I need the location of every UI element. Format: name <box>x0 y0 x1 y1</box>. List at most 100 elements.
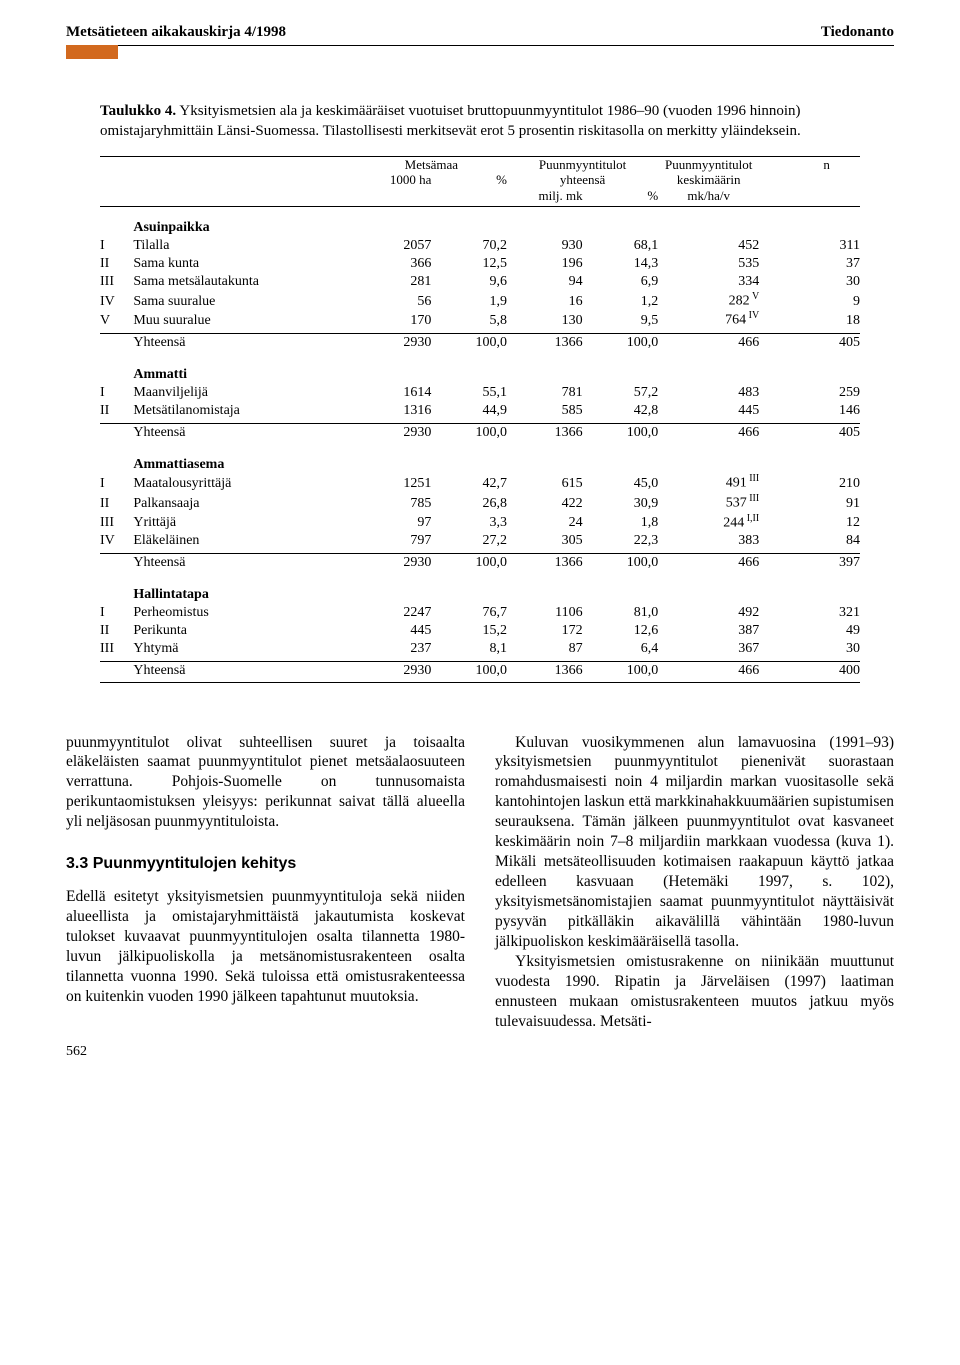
row-label: Maatalousyrittäjä <box>133 473 355 493</box>
row-roman: I <box>100 604 133 622</box>
row-n: 210 <box>793 473 860 493</box>
row-roman: II <box>100 622 133 640</box>
total-spacer <box>100 334 133 354</box>
header-rule <box>66 45 894 46</box>
table-row: IMaanviljelijä161455,178157,2483259 <box>100 384 860 402</box>
row-roman: I <box>100 237 133 255</box>
row-area-pct: 1,9 <box>431 291 507 311</box>
row-area-pct: 42,7 <box>431 473 507 493</box>
row-income-pct: 14,3 <box>583 255 659 273</box>
row-avg: 383 <box>658 532 793 550</box>
para-left-1: puunmyyntitulot olivat suhteellisen suur… <box>66 733 465 833</box>
row-area-pct: 8,1 <box>431 640 507 658</box>
page-number: 562 <box>66 1043 465 1061</box>
row-area: 445 <box>356 622 432 640</box>
table-row: IIPalkansaaja78526,842230,9537 III91 <box>100 493 860 513</box>
row-avg: 483 <box>658 384 793 402</box>
total-label: Yhteensä <box>133 662 355 682</box>
total-income: 1366 <box>507 554 583 574</box>
row-avg: 282 V <box>658 291 793 311</box>
row-area-pct: 26,8 <box>431 493 507 513</box>
total-area-pct: 100,0 <box>431 554 507 574</box>
total-income: 1366 <box>507 334 583 354</box>
row-label: Yrittäjä <box>133 513 355 533</box>
total-income-pct: 100,0 <box>583 662 659 682</box>
row-area-pct: 5,8 <box>431 310 507 330</box>
row-n: 30 <box>793 273 860 291</box>
row-avg-sup: IV <box>746 310 759 321</box>
row-roman: IV <box>100 532 133 550</box>
row-area: 366 <box>356 255 432 273</box>
row-avg: 367 <box>658 640 793 658</box>
group-spacer <box>100 444 133 474</box>
row-area-pct: 9,6 <box>431 273 507 291</box>
row-n: 311 <box>793 237 860 255</box>
row-area-pct: 15,2 <box>431 622 507 640</box>
row-roman: IV <box>100 291 133 311</box>
total-income-pct: 100,0 <box>583 334 659 354</box>
row-avg: 492 <box>658 604 793 622</box>
row-avg: 334 <box>658 273 793 291</box>
row-n: 91 <box>793 493 860 513</box>
row-area-pct: 27,2 <box>431 532 507 550</box>
row-income: 172 <box>507 622 583 640</box>
row-label: Eläkeläinen <box>133 532 355 550</box>
running-head-right: Tiedonanto <box>821 24 894 41</box>
row-area: 785 <box>356 493 432 513</box>
row-area-pct: 55,1 <box>431 384 507 402</box>
table-row: IVSama suuralue561,9161,2282 V9 <box>100 291 860 311</box>
row-area: 797 <box>356 532 432 550</box>
row-area-pct: 44,9 <box>431 402 507 420</box>
table-row: IMaatalousyrittäjä125142,761545,0491 III… <box>100 473 860 493</box>
row-avg: 535 <box>658 255 793 273</box>
total-n: 405 <box>793 334 860 354</box>
group-title: Ammatti <box>133 354 860 384</box>
col-sub-mkhav: mk/ha/v <box>658 188 793 204</box>
row-income-pct: 9,5 <box>583 310 659 330</box>
row-label: Yhtymä <box>133 640 355 658</box>
group-title: Hallintatapa <box>133 574 860 604</box>
row-avg: 491 III <box>658 473 793 493</box>
row-income-pct: 30,9 <box>583 493 659 513</box>
total-area: 2930 <box>356 662 432 682</box>
body-text: puunmyyntitulot olivat suhteellisen suur… <box>66 733 894 1062</box>
table-caption-label: Taulukko 4. <box>100 103 176 119</box>
row-avg: 452 <box>658 237 793 255</box>
row-area-pct: 70,2 <box>431 237 507 255</box>
total-label: Yhteensä <box>133 554 355 574</box>
total-avg: 466 <box>658 424 793 444</box>
total-area: 2930 <box>356 554 432 574</box>
row-avg: 445 <box>658 402 793 420</box>
row-income: 87 <box>507 640 583 658</box>
row-area: 170 <box>356 310 432 330</box>
col-sub-1000ha: 1000 ha <box>356 172 432 188</box>
group-spacer <box>100 574 133 604</box>
row-income: 585 <box>507 402 583 420</box>
total-income: 1366 <box>507 424 583 444</box>
table-rule-bottom <box>100 682 860 683</box>
row-roman: II <box>100 493 133 513</box>
total-area: 2930 <box>356 424 432 444</box>
row-label: Perikunta <box>133 622 355 640</box>
row-avg: 764 IV <box>658 310 793 330</box>
total-avg: 466 <box>658 662 793 682</box>
row-income-pct: 57,2 <box>583 384 659 402</box>
group-spacer <box>100 207 133 237</box>
col-sub-pct2: % <box>583 188 659 204</box>
table-row-total: Yhteensä2930100,01366100,0466405 <box>100 334 860 354</box>
row-area: 2057 <box>356 237 432 255</box>
row-roman: III <box>100 513 133 533</box>
row-income-pct: 81,0 <box>583 604 659 622</box>
row-avg-sup: III <box>747 493 760 504</box>
total-area-pct: 100,0 <box>431 662 507 682</box>
row-income: 615 <box>507 473 583 493</box>
group-title: Ammattiasema <box>133 444 860 474</box>
row-n: 146 <box>793 402 860 420</box>
row-area: 2247 <box>356 604 432 622</box>
col-sub-miljmk: milj. mk <box>507 188 583 204</box>
col-sub-yhteensa: yhteensä <box>507 172 658 188</box>
row-income: 130 <box>507 310 583 330</box>
row-income: 781 <box>507 384 583 402</box>
col-head-tulot-yht: Puunmyyntitulot <box>507 157 658 173</box>
header-accent <box>66 45 118 59</box>
